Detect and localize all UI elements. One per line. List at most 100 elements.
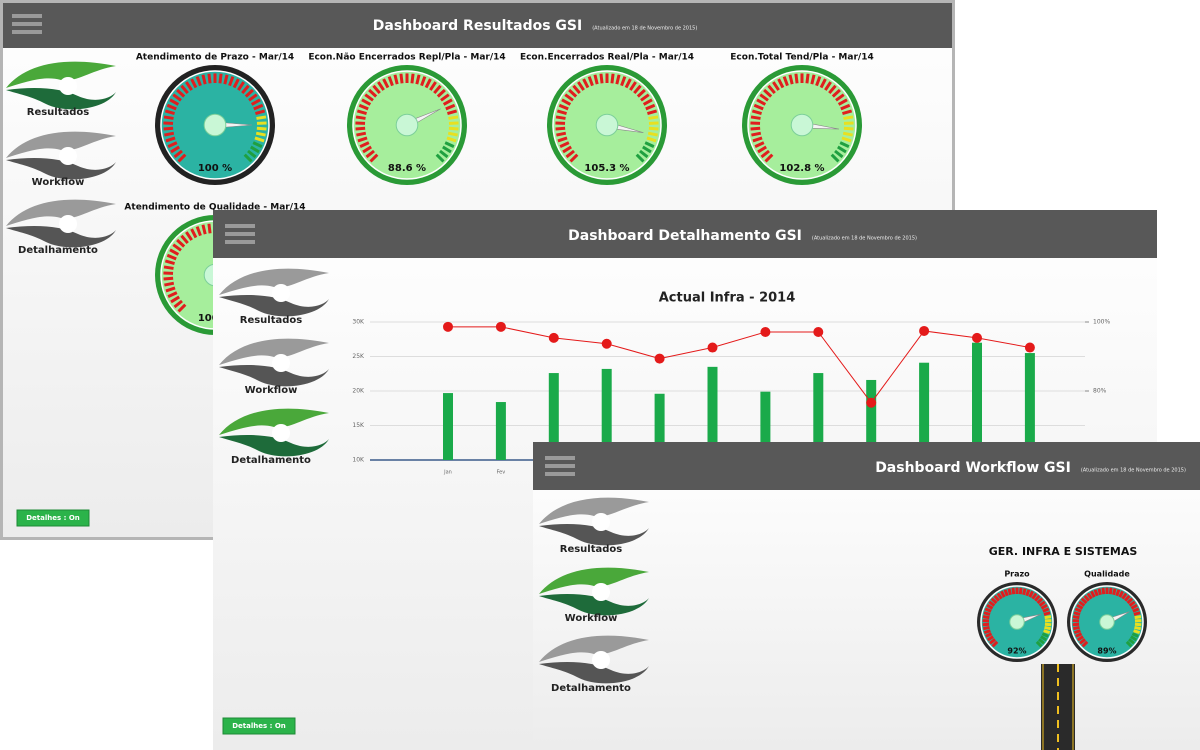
bar bbox=[1024, 353, 1035, 460]
gauge-scale-tick bbox=[255, 109, 266, 116]
gauge-scale-tick bbox=[837, 98, 848, 106]
gauge-scale-tick bbox=[358, 103, 369, 111]
leaf-icon-top bbox=[219, 338, 329, 365]
details-button-label[interactable]: Detalhes : On bbox=[26, 514, 80, 522]
menu-icon-bar[interactable] bbox=[545, 464, 575, 468]
gauge-scale-tick bbox=[828, 84, 837, 95]
gauge-scale-tick bbox=[176, 88, 186, 98]
gauge-scale-tick bbox=[1128, 600, 1136, 607]
gauge-scale-tick bbox=[163, 276, 174, 281]
leaf-icon-top bbox=[539, 497, 649, 524]
gauge-title: Econ.Total Tend/Pla - Mar/14 bbox=[730, 53, 873, 63]
gauge-scale-tick bbox=[201, 74, 207, 85]
menu-label[interactable]: Workflow bbox=[32, 177, 85, 188]
gauge-scale-tick bbox=[1043, 629, 1051, 635]
header-title: Dashboard Workflow GSI bbox=[875, 460, 1071, 476]
line-point bbox=[601, 338, 612, 349]
gauge-scale-tick bbox=[647, 109, 658, 116]
menu-icon-bar[interactable] bbox=[545, 472, 575, 476]
menu-label[interactable]: Detalhamento bbox=[551, 683, 631, 694]
x-tick-label: Jan bbox=[443, 470, 452, 476]
gauge-scale-tick bbox=[435, 153, 445, 163]
gauge-scale-tick bbox=[1134, 615, 1142, 620]
menu-icon-bar[interactable] bbox=[545, 456, 575, 460]
menu-icon-bar[interactable] bbox=[12, 30, 42, 34]
gauge-scale-tick bbox=[841, 136, 852, 143]
gauge-scale-tick bbox=[1083, 594, 1090, 602]
details-button[interactable] bbox=[222, 717, 296, 735]
gauge-scale-tick bbox=[565, 149, 575, 159]
menu-label[interactable]: Workflow bbox=[565, 613, 618, 624]
gauge-scale-tick bbox=[172, 243, 182, 252]
menu-label[interactable]: Detalhamento bbox=[18, 245, 98, 256]
menu-icon-bar[interactable] bbox=[12, 14, 42, 18]
gauge-scale-tick bbox=[982, 615, 990, 620]
gauge-scale-tick bbox=[990, 597, 998, 605]
gauge-scale-tick bbox=[177, 153, 187, 163]
menu-label[interactable]: Resultados bbox=[27, 107, 90, 118]
group-title: GER. INFRA E SISTEMAS bbox=[989, 545, 1138, 558]
gauge-scale-tick bbox=[176, 238, 186, 248]
gauge-scale-tick bbox=[555, 126, 566, 131]
gauge-scale-tick bbox=[1133, 629, 1141, 635]
menu-icon-bar[interactable] bbox=[225, 240, 255, 244]
header-bar bbox=[533, 442, 1200, 490]
gauge-scale-tick bbox=[1073, 629, 1081, 635]
menu-label[interactable]: Resultados bbox=[240, 315, 303, 326]
menu-label[interactable]: Detalhamento bbox=[231, 455, 311, 466]
line-point bbox=[866, 397, 877, 408]
line-point bbox=[919, 325, 930, 336]
y-tick-label: 10K bbox=[352, 457, 365, 464]
gauge-scale-tick bbox=[1081, 640, 1089, 648]
gauge-scale-tick bbox=[644, 141, 655, 148]
gauge-scale-tick bbox=[572, 84, 581, 95]
gauge-scale-tick bbox=[424, 78, 432, 89]
gauge-title: Econ.Não Encerrados Repl/Pla - Mar/14 bbox=[308, 53, 505, 63]
gauge-scale-tick bbox=[1031, 592, 1038, 600]
bar bbox=[443, 393, 453, 460]
gauge-hub bbox=[1099, 614, 1115, 630]
gauge-scale-tick bbox=[582, 78, 590, 89]
menu-icon-bar[interactable] bbox=[12, 22, 42, 26]
gauge-scale-tick bbox=[751, 109, 762, 116]
details-button-label[interactable]: Detalhes : On bbox=[232, 722, 286, 730]
y2-tick-label: 100% bbox=[1093, 319, 1110, 326]
gauge-scale-tick bbox=[442, 145, 452, 154]
gauge-scale-tick bbox=[647, 131, 658, 137]
menu-icon-bar[interactable] bbox=[225, 232, 255, 236]
menu-label[interactable]: Resultados bbox=[560, 544, 623, 555]
gauge-scale-tick bbox=[254, 136, 265, 143]
gauge-scale-tick bbox=[842, 109, 853, 116]
gauge-scale-tick bbox=[1115, 589, 1121, 597]
menu-icon-bar[interactable] bbox=[225, 224, 255, 228]
gauge-scale-tick bbox=[750, 115, 761, 120]
gauge-scale-tick bbox=[982, 622, 990, 627]
bar bbox=[919, 362, 930, 460]
gauge-scale-tick bbox=[446, 136, 457, 143]
header-updated: (Atualizado em 18 de Novembro de 2015) bbox=[812, 236, 917, 242]
gauge-scale-tick bbox=[1101, 587, 1106, 595]
gauge-scale-tick bbox=[447, 109, 458, 116]
gauge-scale-tick bbox=[410, 73, 415, 84]
gauge-scale-tick bbox=[760, 149, 770, 159]
gauge-scale-tick bbox=[1022, 588, 1027, 596]
gauge-scale-tick bbox=[368, 88, 378, 98]
gauge-scale-tick bbox=[166, 253, 177, 261]
menu-label[interactable]: Workflow bbox=[245, 385, 298, 396]
details-button[interactable] bbox=[16, 509, 90, 527]
bar bbox=[654, 393, 665, 460]
gauge-scale-tick bbox=[777, 78, 785, 89]
gauge-scale-tick bbox=[610, 73, 615, 84]
gauge-scale-tick bbox=[185, 81, 193, 91]
bar bbox=[760, 391, 771, 460]
gauge-scale-tick bbox=[201, 224, 207, 235]
gauge-scale-tick bbox=[190, 228, 198, 239]
gauge-scale-tick bbox=[556, 131, 567, 137]
gauge-scale-tick bbox=[555, 115, 566, 120]
gauge-scale-tick bbox=[164, 131, 175, 137]
line bbox=[448, 326, 1030, 404]
leaf-icon-bottom bbox=[539, 594, 649, 616]
gauge-scale-tick bbox=[1007, 588, 1012, 596]
header-bar bbox=[213, 210, 1157, 258]
